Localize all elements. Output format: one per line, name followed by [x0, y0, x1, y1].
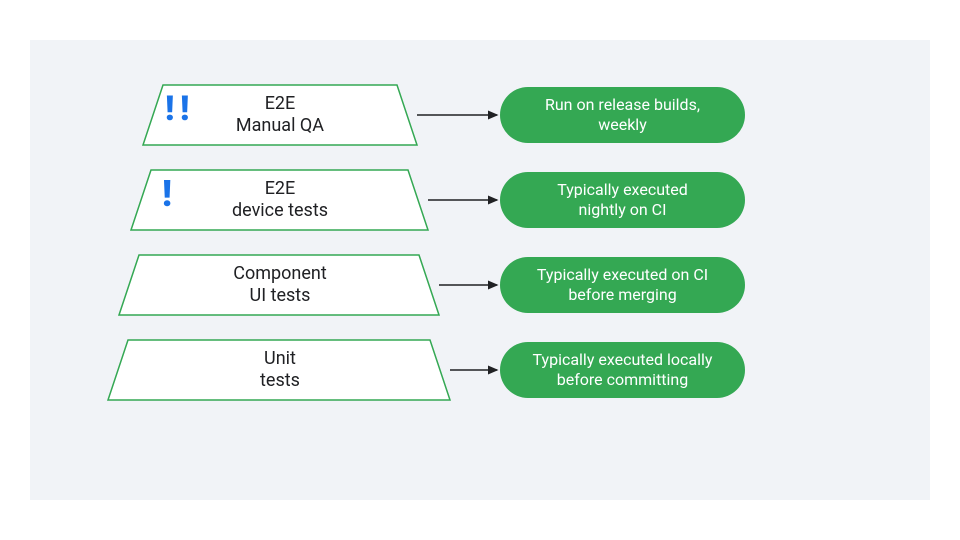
callout-line1: Run on release builds,	[545, 95, 700, 114]
pyramid-label-e2e-manual: E2EManual QA	[200, 85, 360, 145]
exclaim-icon: !	[165, 92, 172, 126]
callout-e2e-manual: Run on release builds,weekly	[500, 87, 745, 143]
callout-unit: Typically executed locallybefore committ…	[500, 342, 745, 398]
callout-line2: before committing	[557, 370, 689, 389]
diagram-svg	[0, 0, 960, 540]
callout-line1: Typically executed on CI	[537, 265, 708, 284]
callout-component-ui: Typically executed on CIbefore merging	[500, 257, 745, 313]
pyramid-label-component-ui: ComponentUI tests	[180, 255, 380, 315]
callout-e2e-device: Typically executednightly on CI	[500, 172, 745, 228]
callout-line2: nightly on CI	[579, 200, 667, 219]
exclaim-icon: !	[162, 176, 170, 212]
pyramid-label-line1: Unit	[264, 348, 296, 369]
pyramid-label-unit: Unittests	[180, 340, 380, 400]
pyramid-label-line2: Manual QA	[236, 115, 324, 136]
callout-line2: weekly	[598, 115, 647, 134]
pyramid-label-line1: E2E	[265, 93, 296, 114]
exclaim-icon: !	[180, 92, 187, 126]
pyramid-label-line1: Component	[233, 263, 326, 284]
pyramid-label-line2: device tests	[232, 200, 328, 221]
pyramid-label-line1: E2E	[265, 178, 296, 199]
pyramid-label-e2e-device: E2Edevice tests	[195, 170, 365, 230]
callout-line1: Typically executed locally	[533, 350, 713, 369]
callout-line2: before merging	[568, 285, 676, 304]
pyramid-label-line2: tests	[260, 370, 300, 391]
pyramid-label-line2: UI tests	[250, 285, 311, 306]
callout-line1: Typically executed	[557, 180, 688, 199]
